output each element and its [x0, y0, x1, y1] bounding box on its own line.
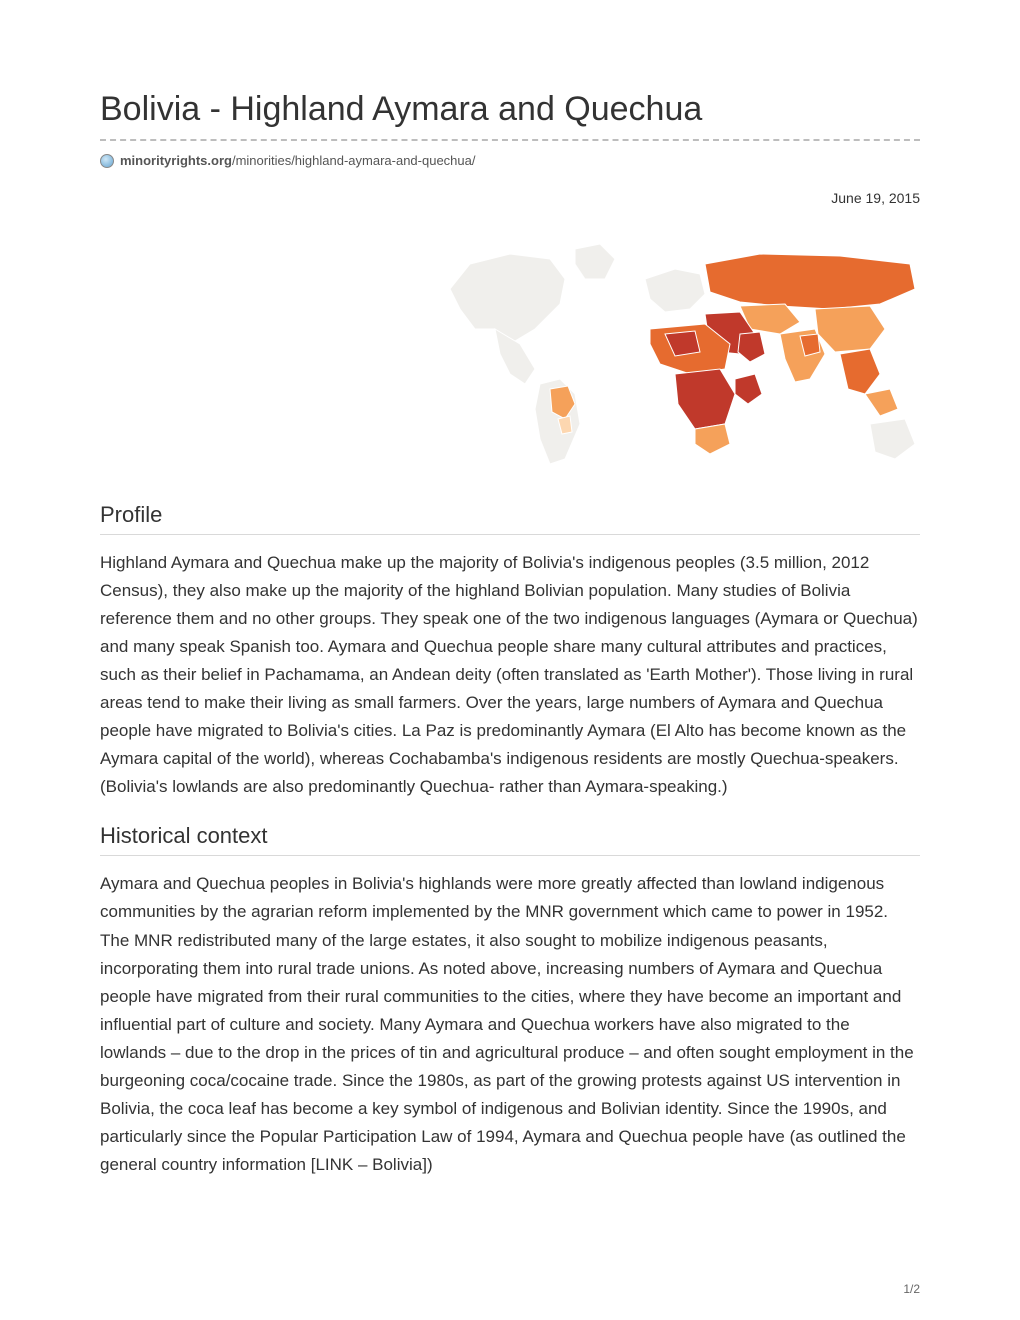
source-domain: minorityrights.org	[120, 153, 232, 168]
section-divider	[100, 855, 920, 856]
source-line: minorityrights.org/minorities/highland-a…	[100, 153, 920, 168]
page-title: Bolivia - Highland Aymara and Quechua	[100, 90, 920, 129]
publish-date: June 19, 2015	[100, 190, 920, 206]
map-container	[100, 234, 920, 474]
section-body-profile: Highland Aymara and Quechua make up the …	[100, 549, 920, 801]
source-path: /minorities/highland-aymara-and-quechua/	[232, 153, 476, 168]
section-heading-profile: Profile	[100, 502, 920, 528]
section-body-historical-context: Aymara and Quechua peoples in Bolivia's …	[100, 870, 920, 1179]
page-number: 1/2	[903, 1282, 920, 1296]
source-text[interactable]: minorityrights.org/minorities/highland-a…	[120, 153, 475, 168]
document-page: Bolivia - Highland Aymara and Quechua mi…	[0, 0, 1020, 1320]
section-heading-historical-context: Historical context	[100, 823, 920, 849]
world-heatmap-map	[440, 234, 920, 474]
globe-icon	[100, 154, 114, 168]
section-divider	[100, 534, 920, 535]
title-divider	[100, 139, 920, 141]
